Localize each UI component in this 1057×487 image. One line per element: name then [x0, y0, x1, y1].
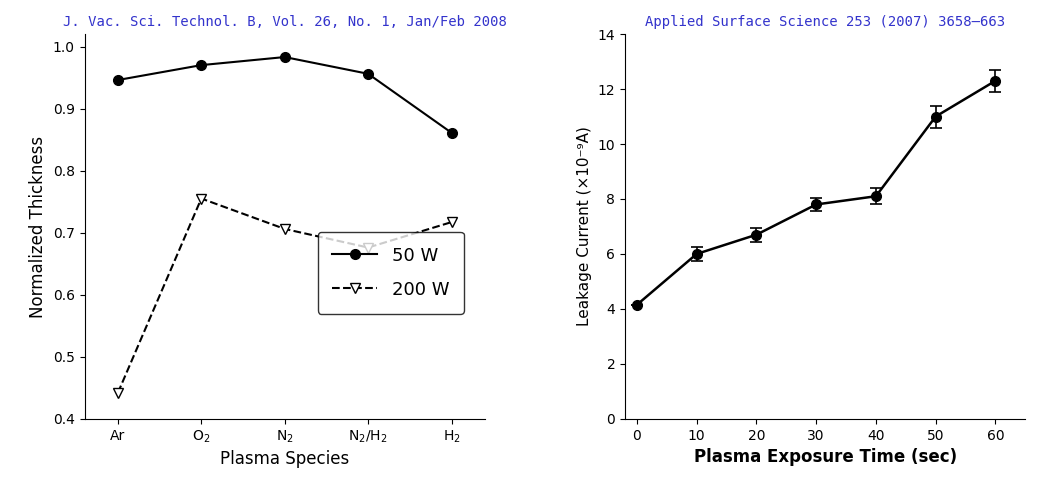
Line: 50 W: 50 W: [113, 52, 457, 138]
50 W: [194, 62, 207, 68]
X-axis label: Plasma Exposure Time (sec): Plasma Exposure Time (sec): [693, 448, 957, 466]
200 W: [445, 219, 458, 225]
Line: 200 W: 200 W: [113, 194, 457, 397]
X-axis label: Plasma Species: Plasma Species: [220, 450, 350, 468]
50 W: [361, 71, 374, 77]
200 W: [278, 226, 291, 232]
200 W: [361, 244, 374, 250]
Y-axis label: Normalized Thickness: Normalized Thickness: [30, 135, 48, 318]
200 W: [112, 390, 125, 395]
Legend: 50 W, 200 W: 50 W, 200 W: [318, 232, 464, 314]
Title: J. Vac. Sci. Technol. B, Vol. 26, No. 1, Jan/Feb 2008: J. Vac. Sci. Technol. B, Vol. 26, No. 1,…: [62, 15, 506, 29]
50 W: [278, 54, 291, 60]
200 W: [194, 196, 207, 202]
Title: Applied Surface Science 253 (2007) 3658–663: Applied Surface Science 253 (2007) 3658–…: [645, 15, 1005, 29]
50 W: [112, 77, 125, 83]
50 W: [445, 130, 458, 136]
Y-axis label: Leakage Current (×10⁻⁹A): Leakage Current (×10⁻⁹A): [577, 127, 592, 326]
